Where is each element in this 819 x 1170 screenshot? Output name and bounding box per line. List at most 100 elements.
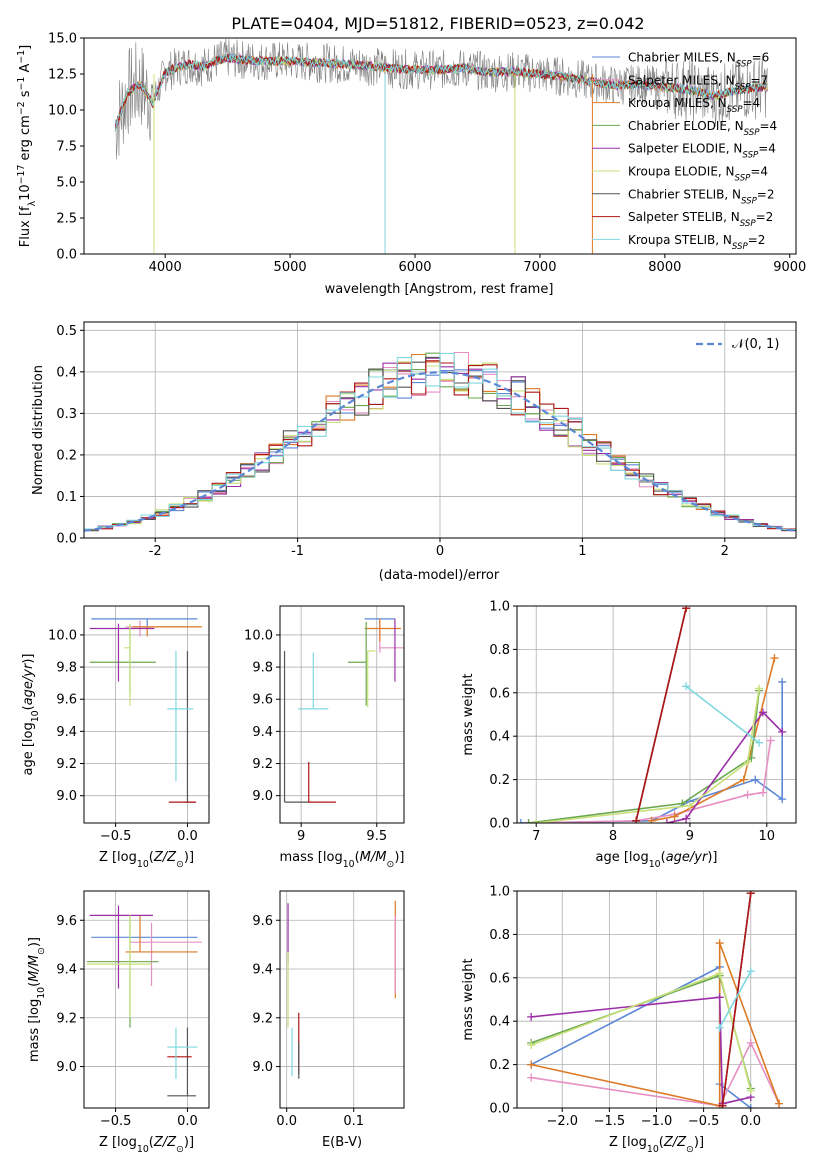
y-tick-label: 0.2 (489, 1058, 510, 1073)
y-axis-label: age [log10(age/yr)] (21, 653, 41, 775)
x-tick-label: 9000 (773, 260, 806, 275)
y-tick-label: 5.0 (56, 176, 77, 191)
y-axis-label: mass weight (461, 958, 476, 1040)
x-tick-label: 5000 (274, 260, 307, 275)
legend-label: 𝒩(0, 1) (732, 337, 779, 352)
x-tick-label: 8000 (648, 260, 681, 275)
y-tick-label: 0.4 (56, 365, 77, 380)
series-marker (746, 1038, 755, 1047)
legend-label: Salpeter ELODIE, NSSP=4 (628, 142, 776, 161)
y-tick-label: 9.0 (56, 789, 77, 804)
axes-frame (83, 605, 210, 824)
series-marker (682, 606, 691, 613)
x-tick-label: −1.0 (641, 1114, 673, 1129)
errorbar-kroupa_stelib (167, 1027, 198, 1079)
series-marker (527, 1073, 536, 1082)
x-axis-label: mass [log10(M/M⊙)] (280, 850, 405, 870)
x-tick-label: 0.0 (740, 1114, 761, 1129)
y-tick-label: 9.4 (252, 725, 273, 740)
series-kroupa_elodie (527, 969, 755, 1095)
series-line (685, 685, 760, 744)
legend-label: Kroupa STELIB, NSSP=2 (628, 233, 765, 252)
panel-residuals: -2 -1 0 1 2 0.0 0.1 0.2 0.3 0.4 0.5 (data-model)/er… (31, 321, 797, 583)
normal-curve (84, 371, 796, 532)
series-marker (775, 1099, 784, 1108)
series-marker (755, 684, 764, 693)
x-tick-label: 10 (759, 829, 776, 844)
errorbar-salpeter_elodie (89, 905, 153, 989)
plot-area (89, 618, 202, 803)
series-line (528, 690, 760, 823)
y-tick-label: 9.6 (252, 914, 273, 929)
y-tick-label: 0.4 (489, 730, 510, 745)
y-tick-label: 1.0 (489, 885, 510, 900)
errorbar-kroupa_elodie (367, 650, 376, 708)
plot-area (84, 351, 796, 532)
y-tick-label: 10.0 (48, 628, 77, 643)
x-tick-label: 9.5 (366, 829, 387, 844)
series-marker (685, 801, 694, 810)
series-marker (746, 1104, 755, 1108)
panel-spectrum: 4000 5000 6000 7000 8000 9000 0.0 2.5 5.0 7.5 10.0… (16, 32, 807, 298)
series-salpeter_elodie (662, 708, 787, 823)
histogram-kroupa_stelib (84, 352, 796, 531)
series-marker (746, 967, 755, 976)
errorbar-chabrier_elodie (86, 915, 159, 1028)
y-tick-label: 15.0 (48, 32, 77, 47)
y-tick-label: 0.0 (489, 817, 510, 832)
series-line (528, 740, 772, 823)
series-salpeter_miles (524, 736, 775, 823)
y-tick-label: 0.4 (489, 1015, 510, 1030)
plot-area (287, 900, 396, 1079)
x-tick-label: 9 (297, 829, 305, 844)
x-tick-label: 2 (721, 544, 729, 559)
x-axis-label: age [log10(age/yr)] (595, 850, 717, 870)
y-tick-label: 10.0 (244, 628, 273, 643)
series-marker (778, 727, 787, 736)
panel-weight_vs_age: 7 8 9 10 0.0 0.2 0.4 0.6 0.8 1.0 age [log10(age/yr… (461, 600, 797, 870)
plots-layer: 4000 5000 6000 7000 8000 90000.02.55.07.510.0… (16, 32, 807, 1155)
y-axis-label: Flux [fλ10−17 erg cm−2 s−1 A−1] (16, 45, 38, 247)
panel-weight_vs_z: −2.0 −1.5 −1.0 −0.5 0.0 0.0 0.2 0.4 0.6 0.8 1.0 Z [… (461, 885, 797, 1155)
figure-title: PLATE=0404, MJD=51812, FIBERID=0523, z=0… (231, 14, 644, 33)
series-line (530, 942, 780, 1107)
y-tick-label: 9.6 (56, 914, 77, 929)
series-kroupa_elodie (532, 684, 764, 823)
errorbar-kroupa_stelib (298, 652, 329, 710)
y-tick-label: 9.0 (252, 1060, 273, 1075)
x-tick-label: 8 (609, 829, 617, 844)
y-tick-label: 9.8 (252, 661, 273, 676)
y-tick-label: 0.6 (489, 971, 510, 986)
y-tick-label: 0.6 (489, 686, 510, 701)
legend-label: Kroupa ELODIE, NSSP=4 (628, 165, 768, 184)
x-tick-label: 0.0 (276, 1114, 297, 1129)
errorbar-chabrier_stelib (183, 651, 197, 803)
errorbar-salpeter_miles (129, 922, 202, 987)
y-tick-label: 10.0 (48, 104, 77, 119)
y-tick-label: 0.0 (56, 248, 77, 263)
legend-label: Salpeter STELIB, NSSP=2 (628, 210, 773, 229)
series-marker (718, 1101, 727, 1108)
x-axis-label: E(B-V) (322, 1135, 362, 1150)
observed-spectrum (114, 38, 768, 160)
y-tick-label: 12.5 (48, 68, 77, 83)
series-line (531, 996, 751, 1105)
series-marker (517, 819, 525, 823)
series-marker (682, 682, 691, 691)
errorbar-salpeter_stelib (308, 761, 336, 803)
legend-label: Chabrier MILES, NSSP=6 (628, 51, 769, 70)
x-tick-label: 0.1 (343, 1114, 364, 1129)
series-marker (682, 814, 691, 823)
axes-frame (279, 890, 405, 1109)
x-tick-label: -2 (149, 544, 162, 559)
y-tick-label: 9.4 (56, 963, 77, 978)
series-marker (524, 819, 533, 823)
series-line (536, 688, 760, 823)
x-tick-label: 1 (578, 544, 586, 559)
panel-mass_vs_z: −0.5 0.0 9.0 9.2 9.4 9.6 Z [log10(Z/Z⊙)] mass [… (27, 890, 210, 1155)
y-tick-label: 9.6 (56, 693, 77, 708)
model-spectrum-chabrier_stelib (114, 53, 768, 132)
plot-area (527, 891, 784, 1108)
y-tick-label: 9.0 (252, 789, 273, 804)
